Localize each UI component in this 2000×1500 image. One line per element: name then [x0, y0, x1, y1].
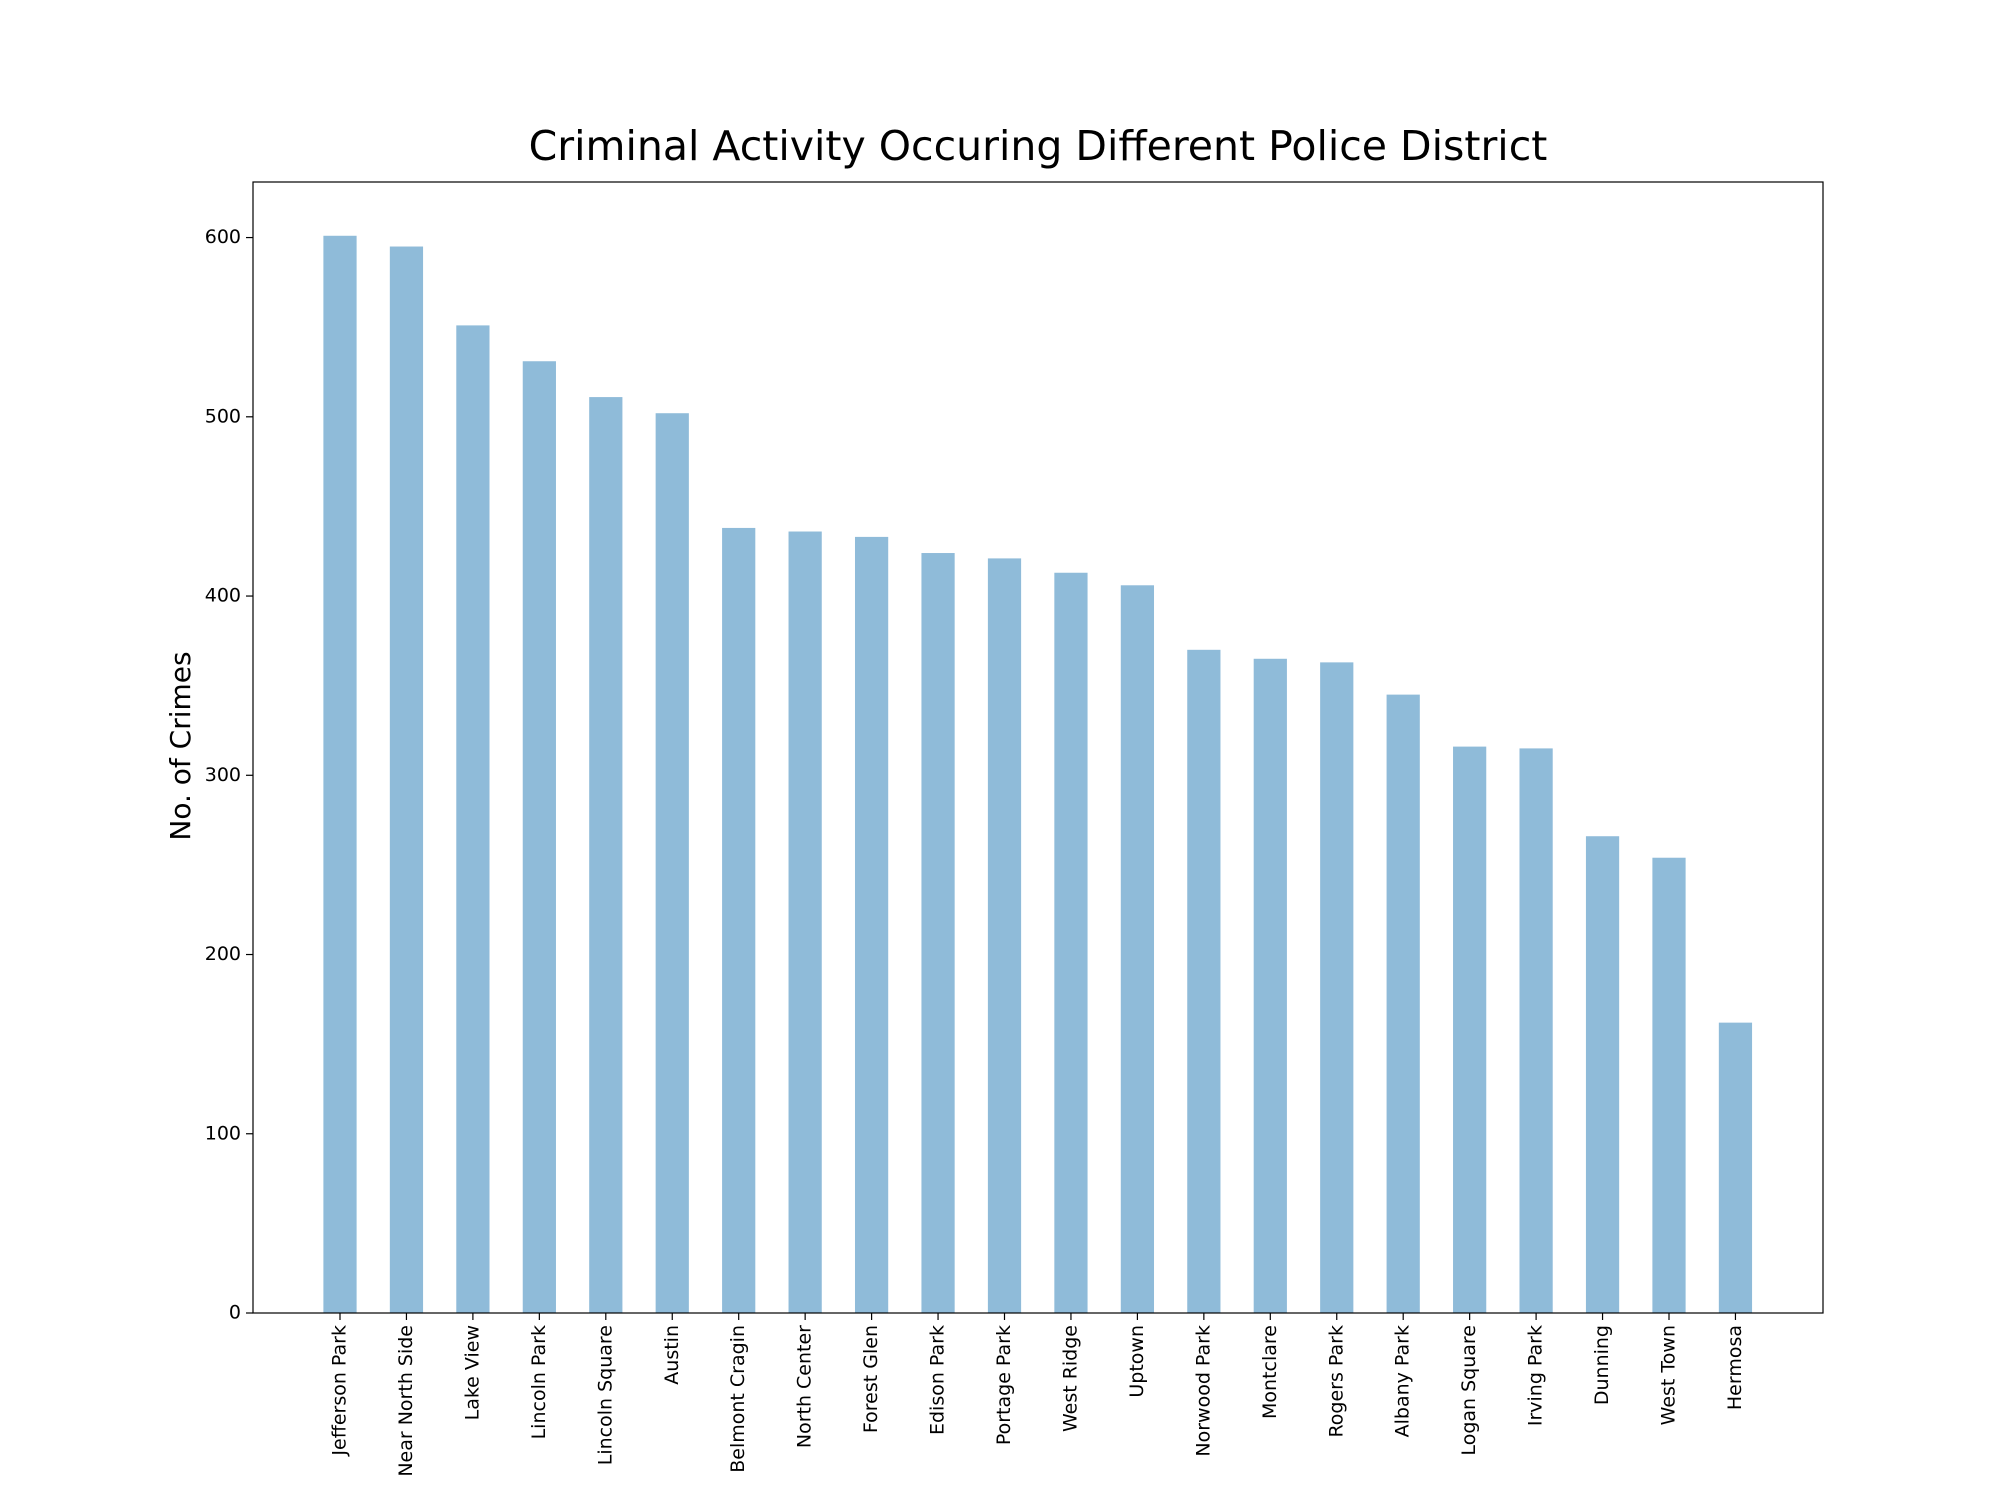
- y-tick-label: 100: [205, 1122, 241, 1144]
- bar: [1386, 694, 1420, 1313]
- y-tick-label: 400: [205, 585, 241, 607]
- x-tick-label: Rogers Park: [1325, 1325, 1347, 1438]
- x-tick-label: Irving Park: [1525, 1325, 1547, 1426]
- x-tick-label: North Center: [794, 1325, 816, 1448]
- x-tick-label: Uptown: [1126, 1325, 1148, 1398]
- x-tick-label: Jefferson Park: [329, 1325, 351, 1457]
- x-tick-label: West Town: [1658, 1325, 1680, 1425]
- y-tick-label: 300: [205, 764, 241, 786]
- bar: [522, 361, 556, 1314]
- bar: [921, 553, 955, 1313]
- bar: [1187, 649, 1221, 1313]
- y-tick-label: 600: [205, 226, 241, 248]
- x-tick-label: Austin: [661, 1325, 683, 1385]
- bar: [1054, 572, 1088, 1313]
- y-tick-label: 500: [205, 405, 241, 427]
- bar: [1652, 857, 1686, 1313]
- x-tick-label: West Ridge: [1059, 1325, 1081, 1432]
- x-axis-label: Name of District: [924, 1496, 1152, 1500]
- y-axis-label: No. of Crimes: [164, 651, 197, 840]
- x-tick-label: Norwood Park: [1192, 1325, 1214, 1457]
- x-tick-label: Portage Park: [993, 1325, 1015, 1445]
- bar: [1320, 662, 1354, 1313]
- bar: [1718, 1022, 1753, 1313]
- bar: [1253, 658, 1287, 1313]
- x-tick-label: Hermosa: [1724, 1325, 1746, 1410]
- bar: [655, 413, 689, 1313]
- x-tick-label: Albany Park: [1392, 1325, 1414, 1437]
- bar: [456, 325, 490, 1313]
- bar: [1453, 746, 1487, 1313]
- x-tick-label: Montclare: [1259, 1325, 1281, 1419]
- bar: [788, 531, 822, 1313]
- bar: [1120, 585, 1155, 1313]
- bar: [589, 397, 623, 1313]
- x-tick-label: Forest Glen: [860, 1325, 882, 1433]
- bar: [1519, 748, 1553, 1313]
- x-tick-label: Edison Park: [927, 1325, 949, 1435]
- bar: [389, 246, 424, 1314]
- x-tick-label: Belmont Cragin: [727, 1325, 749, 1473]
- bar: [987, 558, 1022, 1313]
- y-tick-label: 0: [229, 1302, 241, 1324]
- plot-frame: [252, 181, 1824, 1314]
- bar: [323, 235, 357, 1314]
- x-tick-label: Dunning: [1591, 1325, 1613, 1405]
- x-tick-label: Near North Side: [395, 1325, 417, 1477]
- x-tick-label: Lincoln Park: [528, 1325, 550, 1439]
- chart-title: Criminal Activity Occuring Different Pol…: [529, 122, 1548, 170]
- bar: [722, 527, 756, 1313]
- bar: [854, 536, 889, 1313]
- y-tick-label: 200: [205, 943, 241, 965]
- x-tick-label: Lake View: [461, 1325, 483, 1420]
- bar: [1585, 836, 1620, 1313]
- x-tick-label: Logan Square: [1458, 1325, 1480, 1456]
- x-tick-label: Lincoln Square: [594, 1325, 616, 1465]
